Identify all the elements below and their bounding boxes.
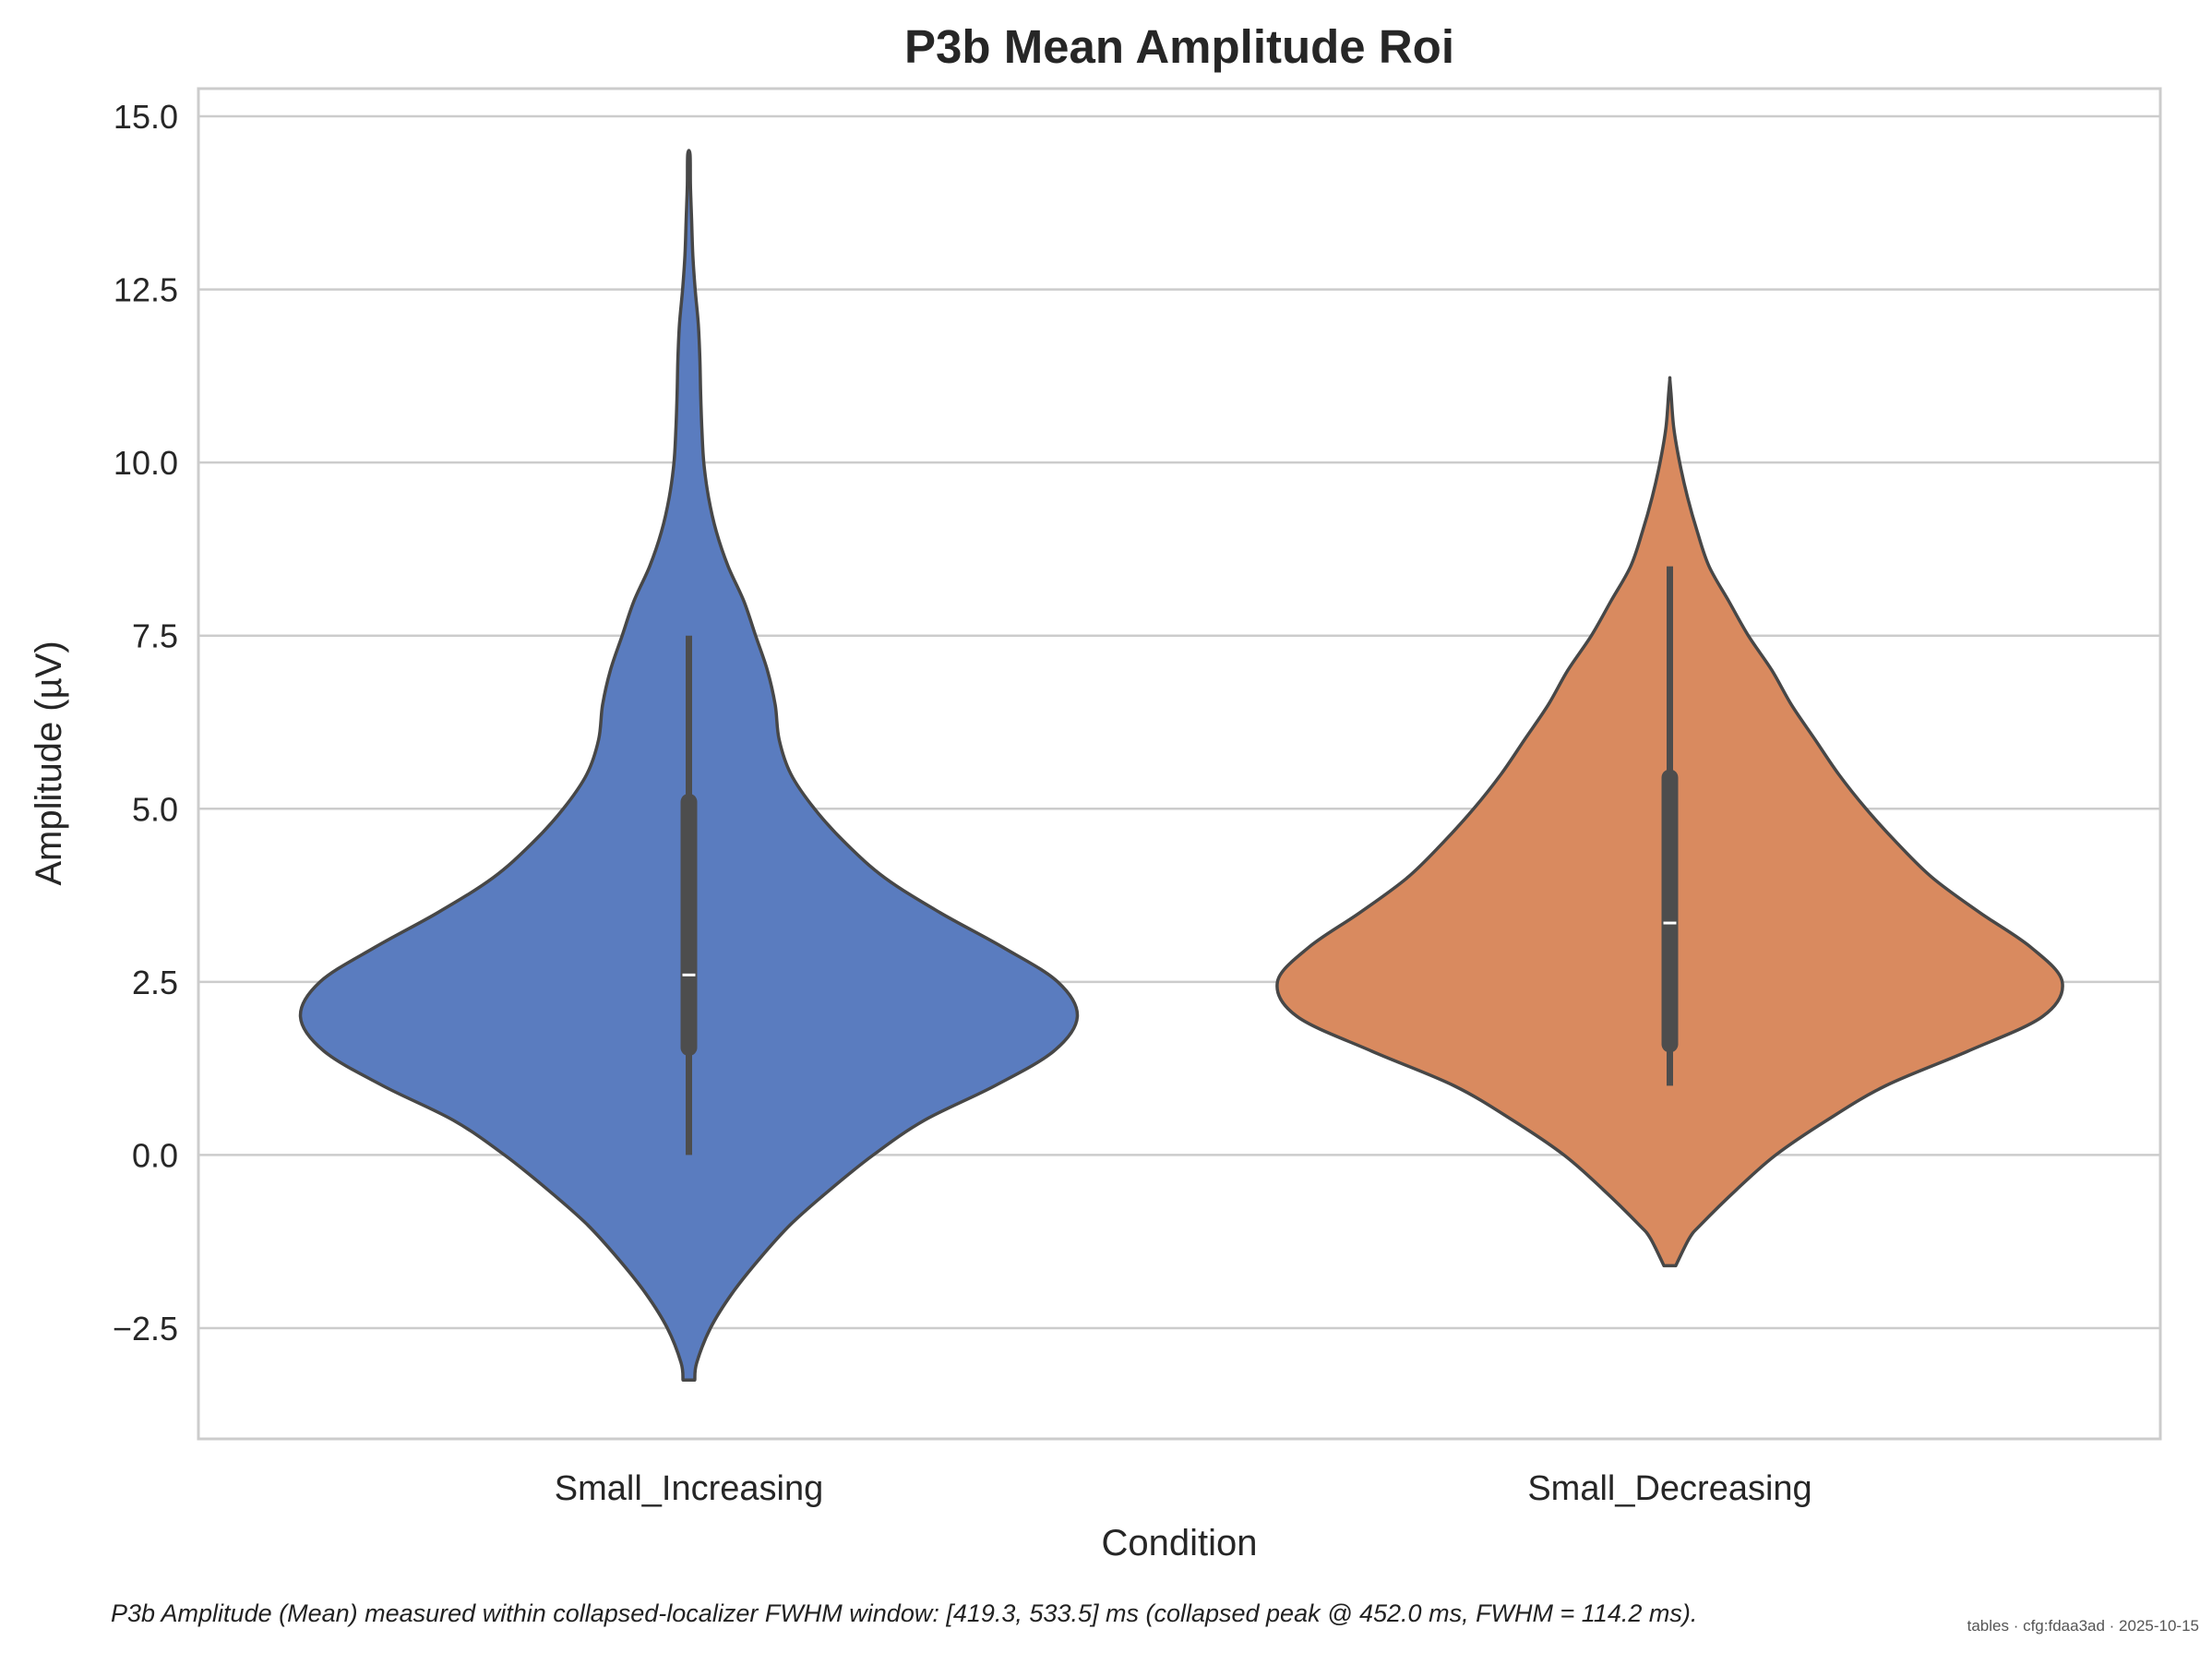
figure-caption: P3b Amplitude (Mean) measured within col… xyxy=(111,1599,1698,1627)
y-tick-label: 10.0 xyxy=(114,444,178,482)
y-tick-label: 15.0 xyxy=(114,98,178,136)
y-axis-label: Amplitude (µV) xyxy=(29,641,69,885)
y-tick-label: 2.5 xyxy=(132,964,178,1001)
y-tick-label: 5.0 xyxy=(132,790,178,828)
y-tick-label: 7.5 xyxy=(132,617,178,655)
x-tick-label: Small_Decreasing xyxy=(1527,1469,1811,1508)
chart-title: P3b Mean Amplitude Roi xyxy=(904,20,1454,73)
y-tick-label: 12.5 xyxy=(114,271,178,309)
x-axis-label: Condition xyxy=(1101,1523,1257,1563)
provenance-stamp: tables · cfg:fdaa3ad · 2025-10-15 xyxy=(1967,1617,2199,1635)
y-tick-label: 0.0 xyxy=(132,1136,178,1174)
plot-frame xyxy=(197,87,2162,1441)
x-tick-labels: Small_Increasing Small_Decreasing xyxy=(555,1469,1812,1508)
violins xyxy=(298,149,2064,1382)
x-tick-label: Small_Increasing xyxy=(555,1469,823,1508)
y-tick-label: −2.5 xyxy=(113,1310,178,1348)
y-tick-labels: −2.5 0.0 2.5 5.0 7.5 10.0 12.5 15.0 xyxy=(113,98,178,1348)
